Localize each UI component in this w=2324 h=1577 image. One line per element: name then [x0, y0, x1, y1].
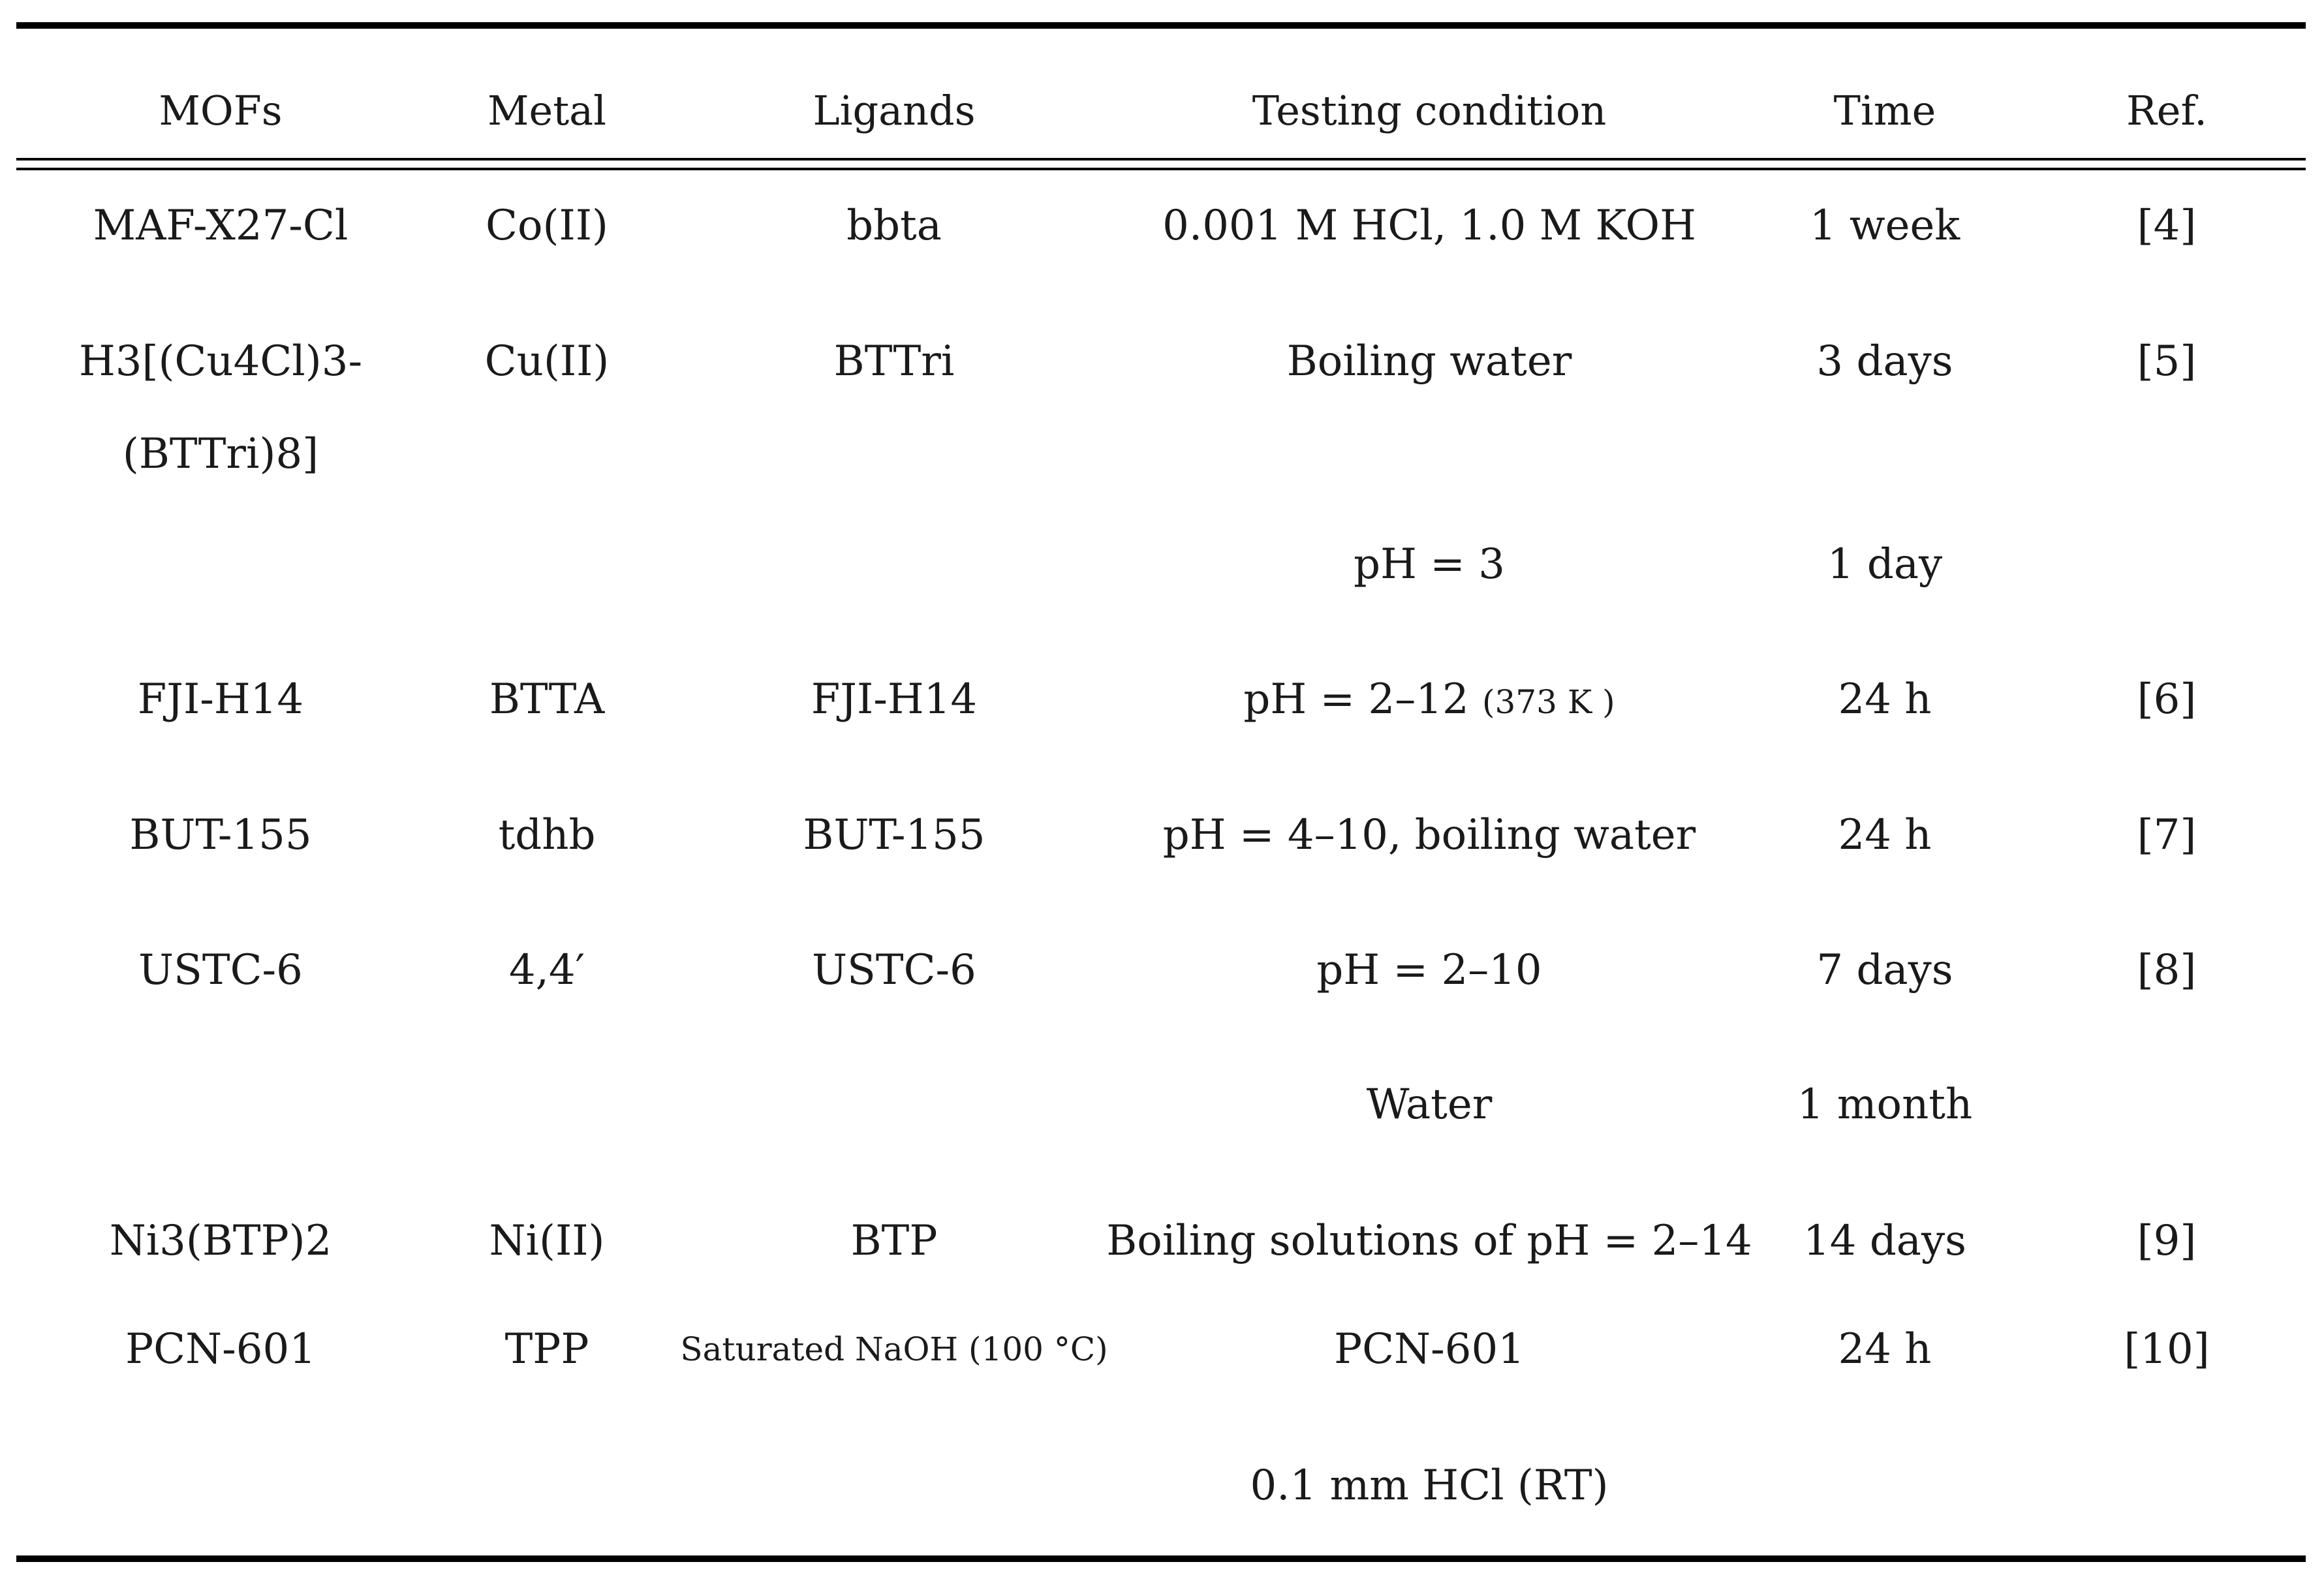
header-metal: Metal [488, 87, 606, 134]
cell-ligands: BUT-155 [803, 811, 985, 859]
cell-ref: [5] [2137, 337, 2197, 386]
cell-ligands: bbta [846, 202, 942, 250]
cell-condition: PCN-601 [1334, 1325, 1525, 1373]
header-time: Time [1833, 87, 1936, 134]
cell-condition: Boiling solutions of pH = 2–14 [1106, 1217, 1752, 1265]
cell-time: 24 h [1838, 811, 1932, 859]
header-testing-condition: Testing condition [1252, 87, 1607, 134]
cell-mofs-line2: (BTTri)8] [122, 430, 319, 478]
cell-condition: Water [1366, 1080, 1493, 1129]
cell-metal: BTTA [489, 675, 605, 724]
cell-condition: pH = 2–12 (373 K ) [1243, 679, 1615, 720]
cell-mofs-line1: H3[(Cu4Cl)3- [78, 337, 363, 386]
cell-mofs: USTC-6 [138, 946, 303, 994]
cell-time: 24 h [1838, 1325, 1932, 1373]
cell-condition: pH = 4–10, boiling water [1162, 811, 1696, 859]
cell-metal: Cu(II) [484, 337, 610, 386]
cell-time: 1 day [1827, 540, 1943, 589]
cell-ref: [10] [2124, 1325, 2210, 1373]
cell-condition: Boiling water [1286, 337, 1572, 386]
cell-ligands: Saturated NaOH (100 °C) [680, 1330, 1108, 1368]
cell-mofs: Ni3(BTP)2 [109, 1217, 332, 1265]
table-header-rule-upper [16, 158, 2306, 161]
cell-condition-main: pH = 2–12 [1243, 675, 1469, 724]
cell-condition: pH = 3 [1354, 540, 1505, 589]
cell-ref: [9] [2137, 1217, 2197, 1265]
cell-mofs: BUT-155 [129, 811, 312, 859]
cell-ref: [6] [2137, 675, 2197, 724]
cell-time: 14 days [1803, 1217, 1966, 1265]
cell-condition: 0.001 M HCl, 1.0 M KOH [1162, 202, 1696, 250]
cell-ref: [8] [2137, 946, 2197, 994]
cell-metal: TPP [504, 1325, 589, 1373]
cell-metal: 4,4′ [508, 946, 585, 994]
cell-metal: Co(II) [486, 202, 608, 250]
cell-ref: [7] [2137, 811, 2197, 859]
cell-ref: [4] [2137, 202, 2197, 250]
cell-mofs: PCN-601 [125, 1325, 316, 1373]
table-header-rule-lower [16, 168, 2306, 170]
cell-condition: pH = 2–10 [1316, 946, 1542, 994]
header-mofs: MOFs [159, 87, 283, 134]
cell-time: 3 days [1816, 337, 1953, 386]
cell-ligands: FJI-H14 [811, 675, 978, 724]
table-top-rule [16, 22, 2306, 29]
cell-mofs: FJI-H14 [137, 675, 304, 724]
table-bottom-rule [16, 1555, 2306, 1562]
cell-metal: tdhb [498, 811, 596, 859]
header-ligands: Ligands [813, 87, 976, 134]
cell-metal: Ni(II) [489, 1217, 605, 1265]
cell-time: 1 month [1797, 1080, 1973, 1129]
header-ref: Ref. [2126, 87, 2207, 134]
cell-condition-temperature: (373 K ) [1482, 683, 1615, 721]
cell-condition: 0.1 mm HCl (RT) [1250, 1462, 1609, 1510]
cell-ligands: BTP [850, 1217, 938, 1265]
cell-time: 24 h [1838, 675, 1932, 724]
cell-ligands: BTTri [833, 337, 955, 386]
cell-mofs: MAF-X27-Cl [93, 202, 349, 250]
cell-time: 1 week [1809, 202, 1960, 250]
cell-time: 7 days [1816, 946, 1953, 994]
cell-ligands: USTC-6 [812, 946, 976, 994]
